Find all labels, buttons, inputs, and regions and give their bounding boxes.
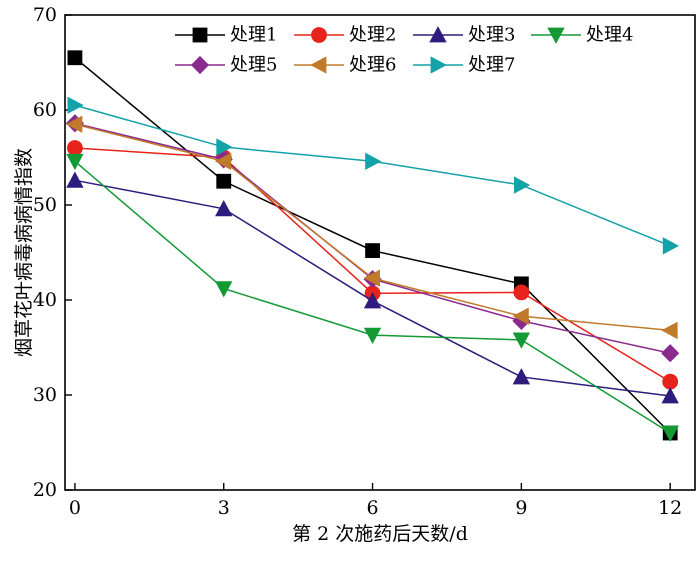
legend-label: 处理2 <box>349 25 396 46</box>
y-tick-label: 40 <box>33 289 57 311</box>
x-tick-label: 0 <box>69 497 81 519</box>
data-point <box>215 281 233 298</box>
data-point <box>365 243 380 259</box>
data-point <box>216 138 233 156</box>
series-7 <box>67 96 680 255</box>
x-tick-label: 12 <box>658 497 682 519</box>
x-tick-label: 6 <box>367 497 379 519</box>
legend-item: 处理5 <box>175 55 277 76</box>
data-point <box>512 332 531 349</box>
legend-marker <box>429 26 447 43</box>
plot-area-border <box>64 14 696 491</box>
plot-frame <box>64 14 696 491</box>
data-point <box>363 292 382 309</box>
x-tick-label: 3 <box>218 497 230 519</box>
y-tick-label: 50 <box>33 194 57 216</box>
data-point <box>512 307 529 325</box>
data-point <box>215 199 233 217</box>
data-point <box>66 153 84 171</box>
data-point <box>661 344 680 363</box>
legend-marker <box>547 27 565 44</box>
x-axis-title: 第 2 次施药后天数/d <box>292 523 468 545</box>
data-point <box>67 140 83 156</box>
legend-marker <box>310 56 327 74</box>
y-axis: 20 30 40 50 60 70 <box>33 4 72 501</box>
legend-item: 处理1 <box>175 25 277 46</box>
series-line <box>74 104 671 247</box>
y-tick-label: 70 <box>33 4 57 26</box>
legend-item: 处理2 <box>294 25 396 46</box>
y-tick-label: 30 <box>33 384 57 406</box>
data-point <box>66 115 83 133</box>
series-2 <box>67 140 679 390</box>
data-point <box>513 176 531 194</box>
series-line <box>74 147 671 383</box>
legend-marker <box>430 56 447 74</box>
legend-item: 处理6 <box>294 55 396 76</box>
legend-label: 处理3 <box>468 25 515 46</box>
data-point <box>67 96 84 114</box>
series-4 <box>66 153 679 442</box>
data-point <box>512 368 531 385</box>
y-tick-label: 60 <box>33 99 57 121</box>
legend-label: 处理7 <box>468 55 515 76</box>
data-point <box>661 425 679 442</box>
legend-item: 处理7 <box>413 55 515 76</box>
legend-label: 处理5 <box>230 55 277 76</box>
legend-label: 处理6 <box>349 55 396 76</box>
legend-item: 处理4 <box>531 25 633 46</box>
legend-label: 处理1 <box>230 25 277 46</box>
data-point <box>365 152 382 170</box>
data-point <box>661 387 679 404</box>
y-tick-label: 20 <box>33 479 57 501</box>
x-tick-label: 9 <box>515 497 527 519</box>
y-axis-title-group: 烟草花叶病毒病病情指数 <box>13 148 35 357</box>
series-5 <box>65 114 680 363</box>
series-1 <box>67 50 678 441</box>
data-point <box>216 173 232 189</box>
legend-item: 处理3 <box>413 25 515 46</box>
data-point <box>67 50 83 66</box>
data-point <box>363 269 380 287</box>
data-point <box>363 327 382 344</box>
data-point <box>66 171 84 188</box>
data-point <box>214 152 232 170</box>
series-6 <box>66 115 678 340</box>
series-layer <box>65 50 680 442</box>
data-point <box>662 237 680 255</box>
legend: 处理1 处理2 处理3 处理4 处理5 处理6 处理7 <box>175 25 633 76</box>
data-point <box>662 373 679 390</box>
data-point <box>661 321 678 340</box>
legend-label: 处理4 <box>586 25 633 46</box>
data-point <box>513 284 530 301</box>
legend-marker <box>190 55 210 75</box>
y-axis-title: 烟草花叶病毒病病情指数 <box>13 148 35 357</box>
legend-marker <box>311 27 327 43</box>
series-3 <box>66 171 679 404</box>
legend-marker <box>192 27 208 43</box>
x-axis: 0 3 6 9 12 <box>69 483 682 519</box>
